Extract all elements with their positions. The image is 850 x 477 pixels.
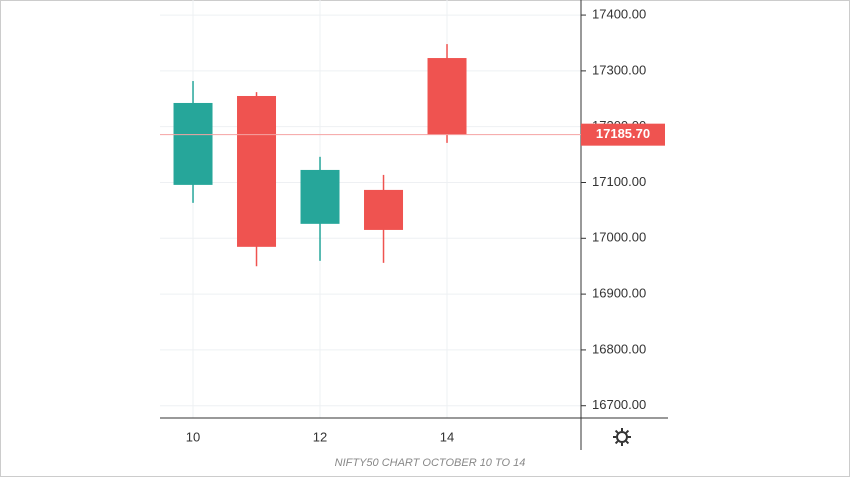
- y-tick-label: 17400.00: [592, 7, 646, 22]
- y-tick-label: 16800.00: [592, 341, 646, 356]
- gear-ring: [616, 431, 628, 443]
- y-tick-label: 16900.00: [592, 286, 646, 301]
- last-price-label: 17185.70: [596, 126, 650, 141]
- candle-body: [364, 189, 404, 230]
- last-price-tag: [581, 123, 665, 146]
- settings-icon[interactable]: [613, 428, 631, 446]
- y-tick-label: 17000.00: [592, 230, 646, 245]
- candle-body: [427, 58, 467, 135]
- candle-body: [237, 95, 277, 247]
- y-tick-label: 17300.00: [592, 62, 646, 77]
- candle-body: [173, 102, 213, 185]
- gear-teeth: [613, 428, 631, 446]
- candle-body: [300, 169, 340, 224]
- y-tick-label: 16700.00: [592, 397, 646, 412]
- y-tick-label: 17100.00: [592, 174, 646, 189]
- x-tick-label: 12: [313, 429, 327, 444]
- x-tick-label: 10: [186, 429, 200, 444]
- x-tick-label: 14: [440, 429, 454, 444]
- caption: NIFTY50 CHART OCTOBER 10 TO 14: [335, 457, 526, 469]
